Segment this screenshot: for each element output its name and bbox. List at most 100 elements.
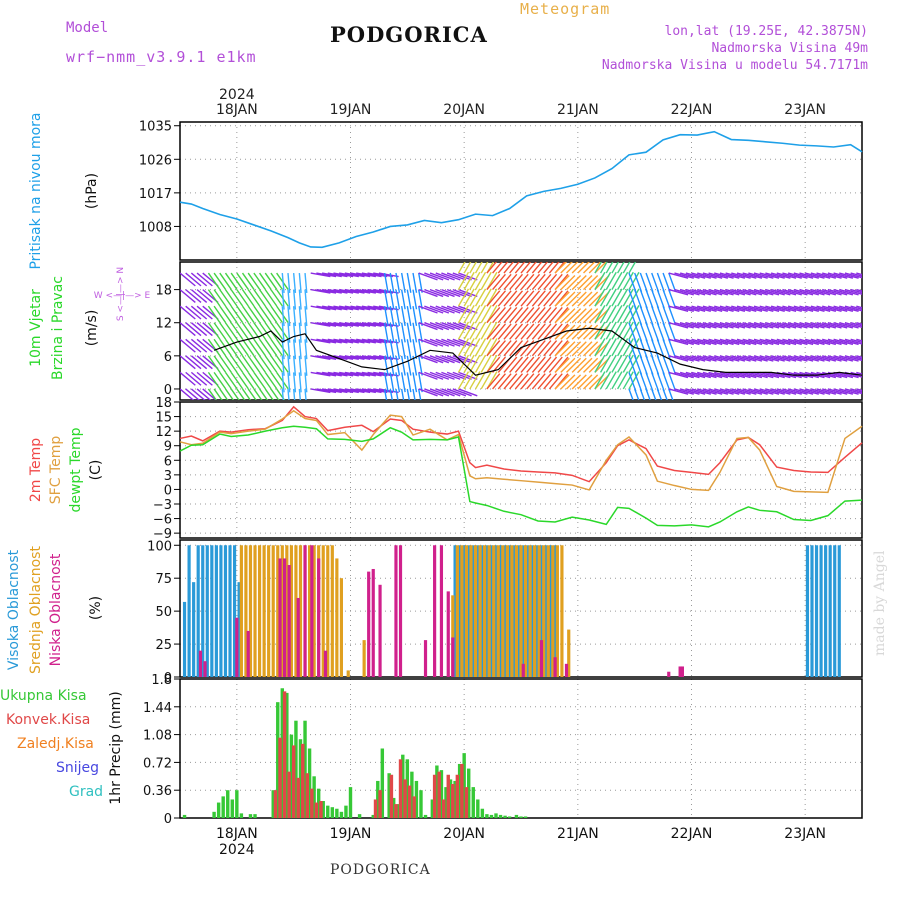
wind-barb [373, 305, 394, 311]
wind-barb [247, 338, 261, 357]
wind-barb [486, 273, 501, 291]
wind-barb [253, 322, 266, 340]
wind-barb [526, 273, 541, 291]
wind-barb [503, 262, 515, 274]
wind-barb [514, 373, 529, 390]
wind-barb [531, 373, 546, 390]
bottom-xtick-label: 21JAN [557, 826, 599, 842]
wind-barb [264, 371, 278, 390]
wind-barb [350, 288, 371, 294]
wind-barb [429, 371, 450, 380]
mid_cloud-bar [478, 545, 482, 677]
wind-barb [373, 322, 394, 327]
wind-barb [748, 355, 768, 362]
wind-barb [258, 272, 272, 290]
wind-barb [418, 338, 438, 347]
wind-barb [480, 371, 492, 390]
wind-speed-line [213, 327, 863, 376]
wind-compass-label: W <—|—> E [94, 291, 151, 301]
wind-barb [457, 288, 470, 307]
wind-barb [822, 388, 842, 395]
wind-barb [674, 371, 694, 379]
wind-barb [378, 388, 399, 394]
wind-barb [691, 388, 711, 395]
wind-barb [207, 289, 221, 307]
wind-barb [822, 338, 842, 346]
wind-ytick-label: 18 [155, 284, 172, 299]
wind-barb [373, 355, 394, 361]
wind-barb [281, 322, 285, 343]
wind-barb [793, 355, 814, 362]
wind-barb [565, 262, 579, 274]
total_rain-bar [430, 799, 435, 818]
total_rain-bar [298, 739, 303, 818]
wind-barb [599, 271, 612, 290]
wind-barb [418, 355, 423, 376]
wind-compass-v-label: S <—|—> N [116, 267, 126, 321]
high_cloud-bar [182, 601, 187, 677]
wind-barb [748, 288, 768, 296]
wind-barb [765, 322, 785, 329]
low_cloud-bar [394, 545, 398, 677]
high_cloud-bar [535, 545, 539, 677]
wind-barb [714, 322, 734, 329]
wind-barb [668, 305, 677, 326]
wind-barb [424, 322, 444, 331]
wind-barb [270, 272, 283, 290]
wind-barb [639, 322, 648, 342]
wind-barb [554, 308, 570, 324]
wind-barb [679, 388, 700, 395]
wind-barb [520, 290, 535, 307]
wind-barb [697, 272, 717, 279]
mid_cloud-bar [267, 545, 271, 677]
wind-barb [241, 305, 255, 323]
wind-barb [441, 288, 461, 298]
pressure-ytick-label: 1035 [139, 120, 172, 135]
wind-barb [503, 356, 518, 373]
wind-barb [492, 373, 506, 390]
high_cloud-bar [476, 545, 480, 677]
low_cloud-bar [278, 558, 282, 677]
wind-barb [344, 338, 365, 344]
wind-barb [264, 355, 278, 373]
wind-barb [327, 305, 348, 311]
wind-barb [486, 373, 501, 390]
wind-barb [622, 338, 634, 357]
wind-barb [497, 306, 512, 324]
wind-barb [281, 339, 285, 360]
wind-barb [810, 322, 831, 329]
wind-barb [748, 322, 768, 329]
wind-barb [822, 322, 842, 329]
high_cloud-bar [805, 545, 810, 677]
wind-barb [367, 338, 388, 344]
wind-barb [645, 388, 651, 400]
high_cloud-bar [837, 545, 841, 677]
wind-barb [383, 355, 389, 376]
wind-barb [856, 288, 862, 292]
wind-barb [776, 355, 797, 362]
wind-barb [253, 305, 266, 323]
wind-barb [702, 371, 723, 379]
low_cloud-bar [433, 545, 437, 677]
high_cloud-bar [828, 545, 832, 677]
wind-barb [469, 305, 481, 324]
wind-barb [531, 323, 546, 340]
wind-barb [599, 354, 612, 373]
station-title: PODGORICA [330, 22, 488, 47]
wind-barb [509, 373, 524, 390]
wind-barb [599, 338, 612, 357]
wind-barb [583, 291, 599, 307]
total_rain-bar [462, 753, 466, 818]
wind-barb [861, 322, 862, 324]
wind-barb [770, 338, 791, 346]
wind-barb [611, 354, 623, 373]
wind-barb [668, 305, 689, 313]
wind-barb [492, 273, 506, 291]
wind-barb [634, 289, 643, 309]
wind-barb [356, 371, 377, 377]
temp2m-ylabel: 2m Temp [28, 438, 44, 502]
mid_cloud-bar [321, 545, 325, 677]
wind-barb [480, 288, 492, 307]
wind-barb [577, 308, 593, 324]
wind-barb [469, 288, 481, 307]
